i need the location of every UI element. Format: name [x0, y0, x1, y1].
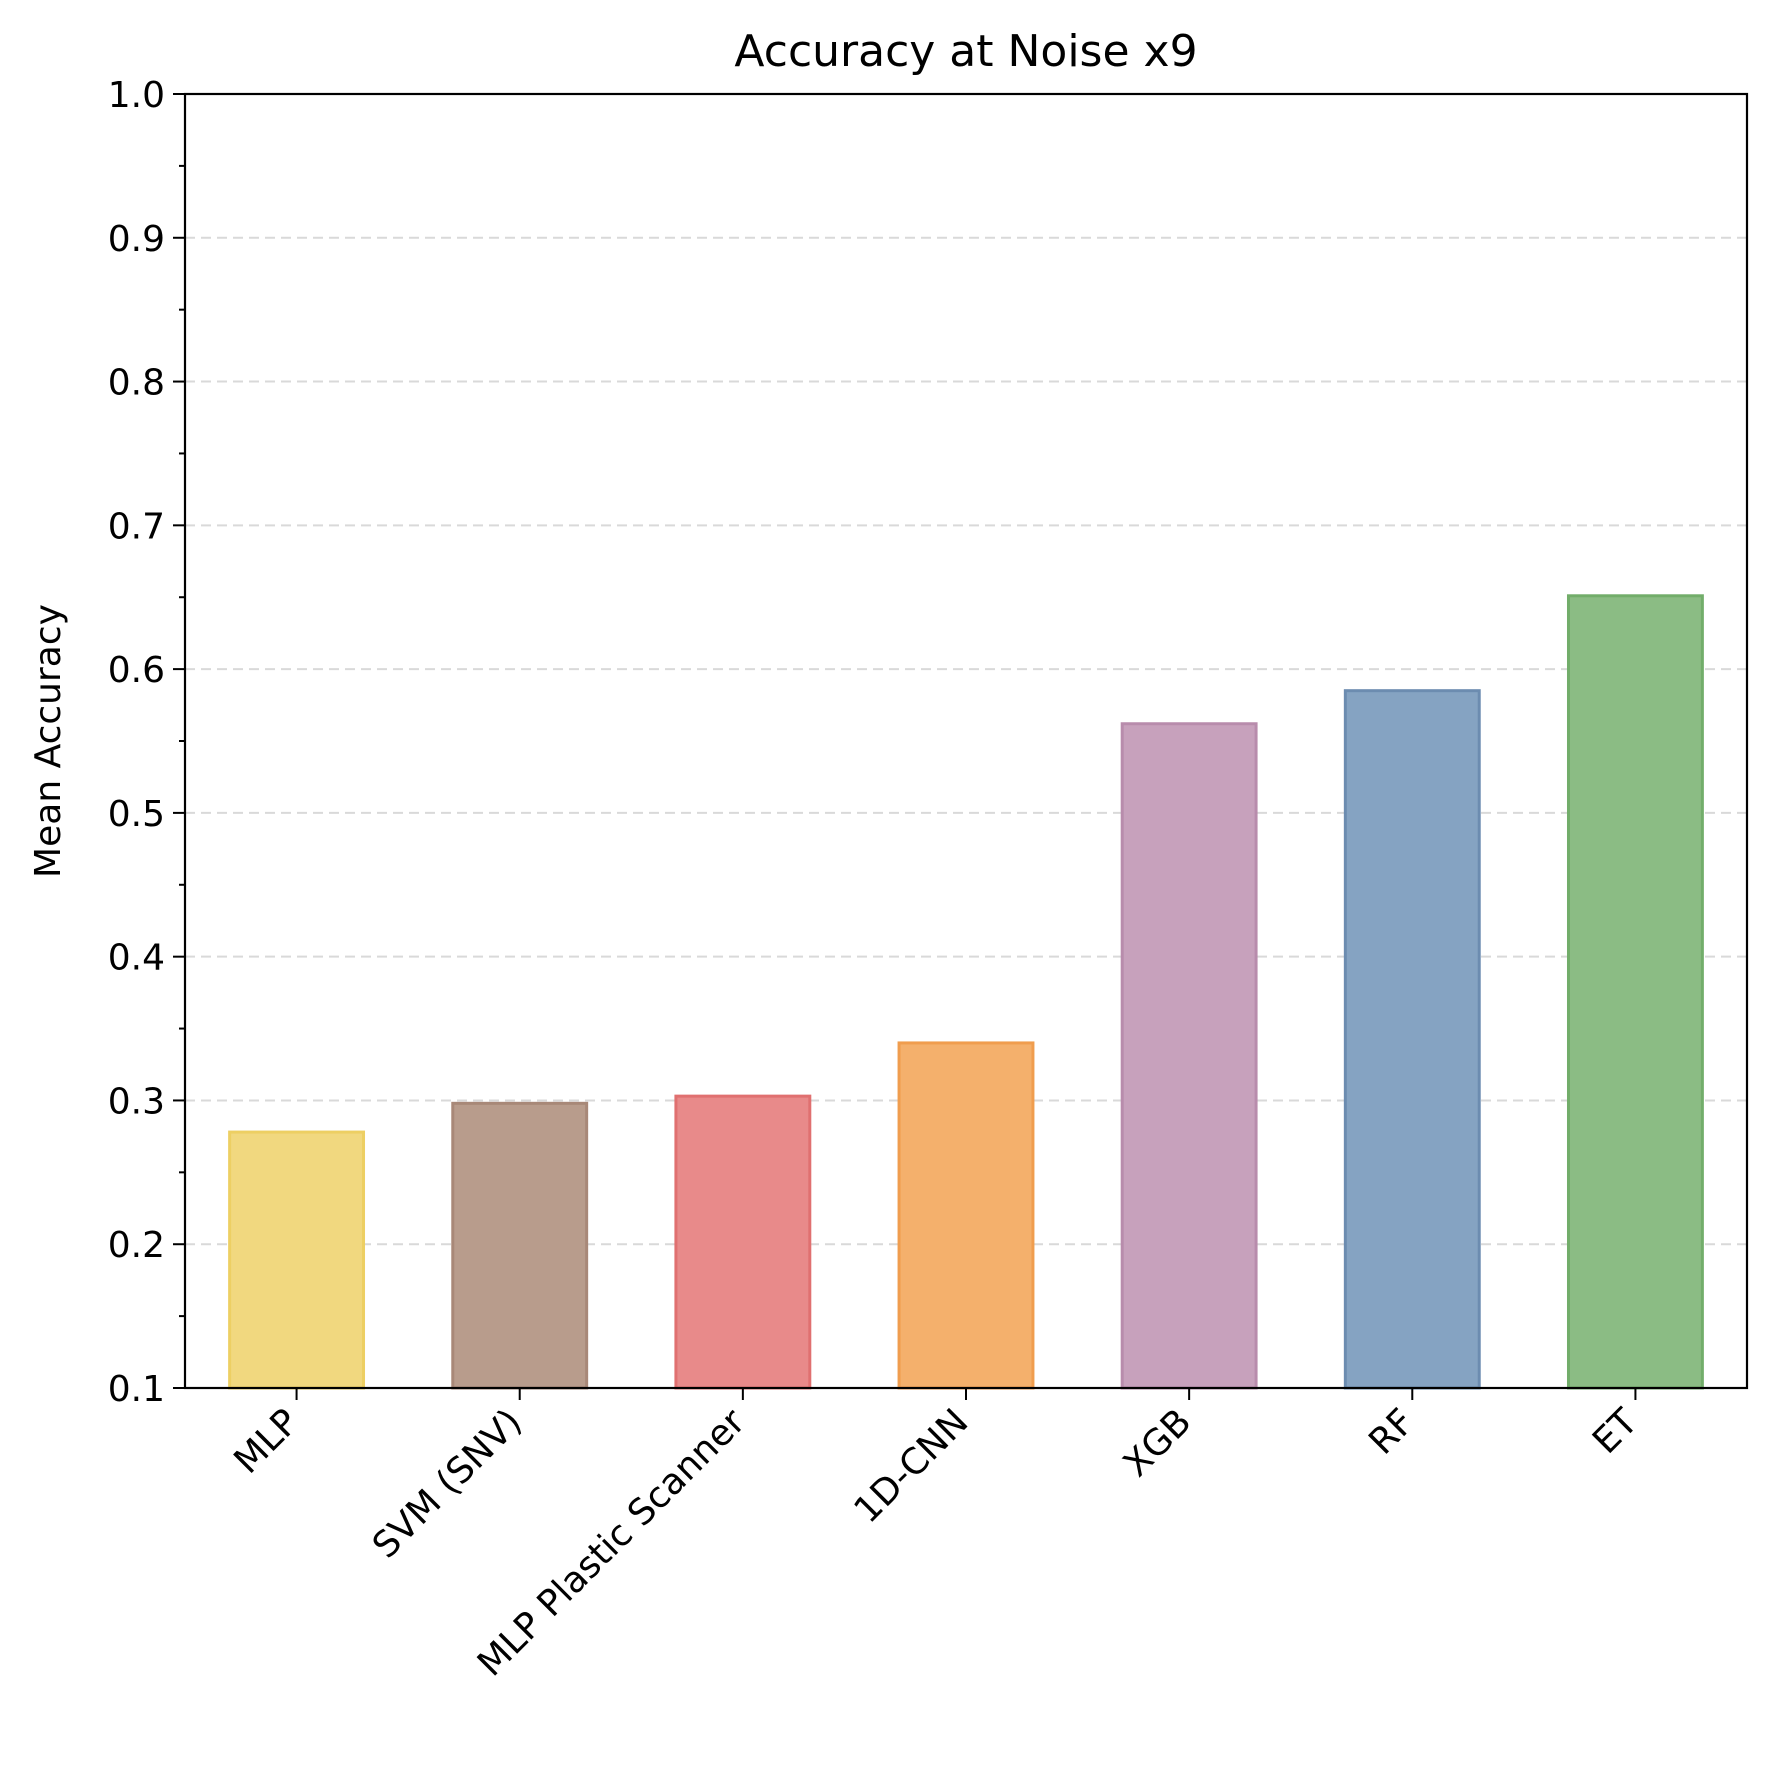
y-tick-label: 0.4	[108, 938, 165, 979]
y-tick-label: 0.8	[108, 363, 165, 404]
x-category-label: 1D-CNN	[847, 1401, 977, 1531]
bar-et	[1566, 594, 1704, 1390]
x-category-label: SVM (SNV)	[365, 1401, 530, 1566]
x-category-label: ET	[1585, 1401, 1646, 1462]
bar-xgb	[1120, 722, 1258, 1390]
bars	[228, 594, 1704, 1390]
grid-lines	[185, 236, 1747, 1246]
chart-title: Accuracy at Noise x9	[734, 26, 1197, 77]
y-tick-label: 0.1	[108, 1369, 165, 1410]
y-tick-label: 0.6	[108, 650, 165, 691]
y-axis-label: Mean Accuracy	[28, 604, 69, 878]
y-tick-label: 0.3	[108, 1081, 165, 1122]
y-tick-label: 1.0	[108, 75, 165, 116]
x-category-label: XGB	[1116, 1401, 1200, 1485]
y-tick-label: 0.5	[108, 794, 165, 835]
bar-svm-snv	[451, 1101, 589, 1390]
bar-rf	[1343, 689, 1481, 1390]
y-tick-label: 0.2	[108, 1225, 165, 1266]
y-tick-label: 0.9	[108, 219, 165, 260]
plot-frame	[183, 92, 1749, 1390]
x-category-label: MLP	[226, 1401, 306, 1481]
y-tick-label: 0.7	[108, 506, 165, 547]
bar-1d-cnn	[897, 1041, 1035, 1390]
x-category-label: RF	[1361, 1401, 1422, 1462]
bar-mlp-plastic-scanner	[674, 1094, 812, 1390]
bar-mlp	[228, 1130, 366, 1390]
